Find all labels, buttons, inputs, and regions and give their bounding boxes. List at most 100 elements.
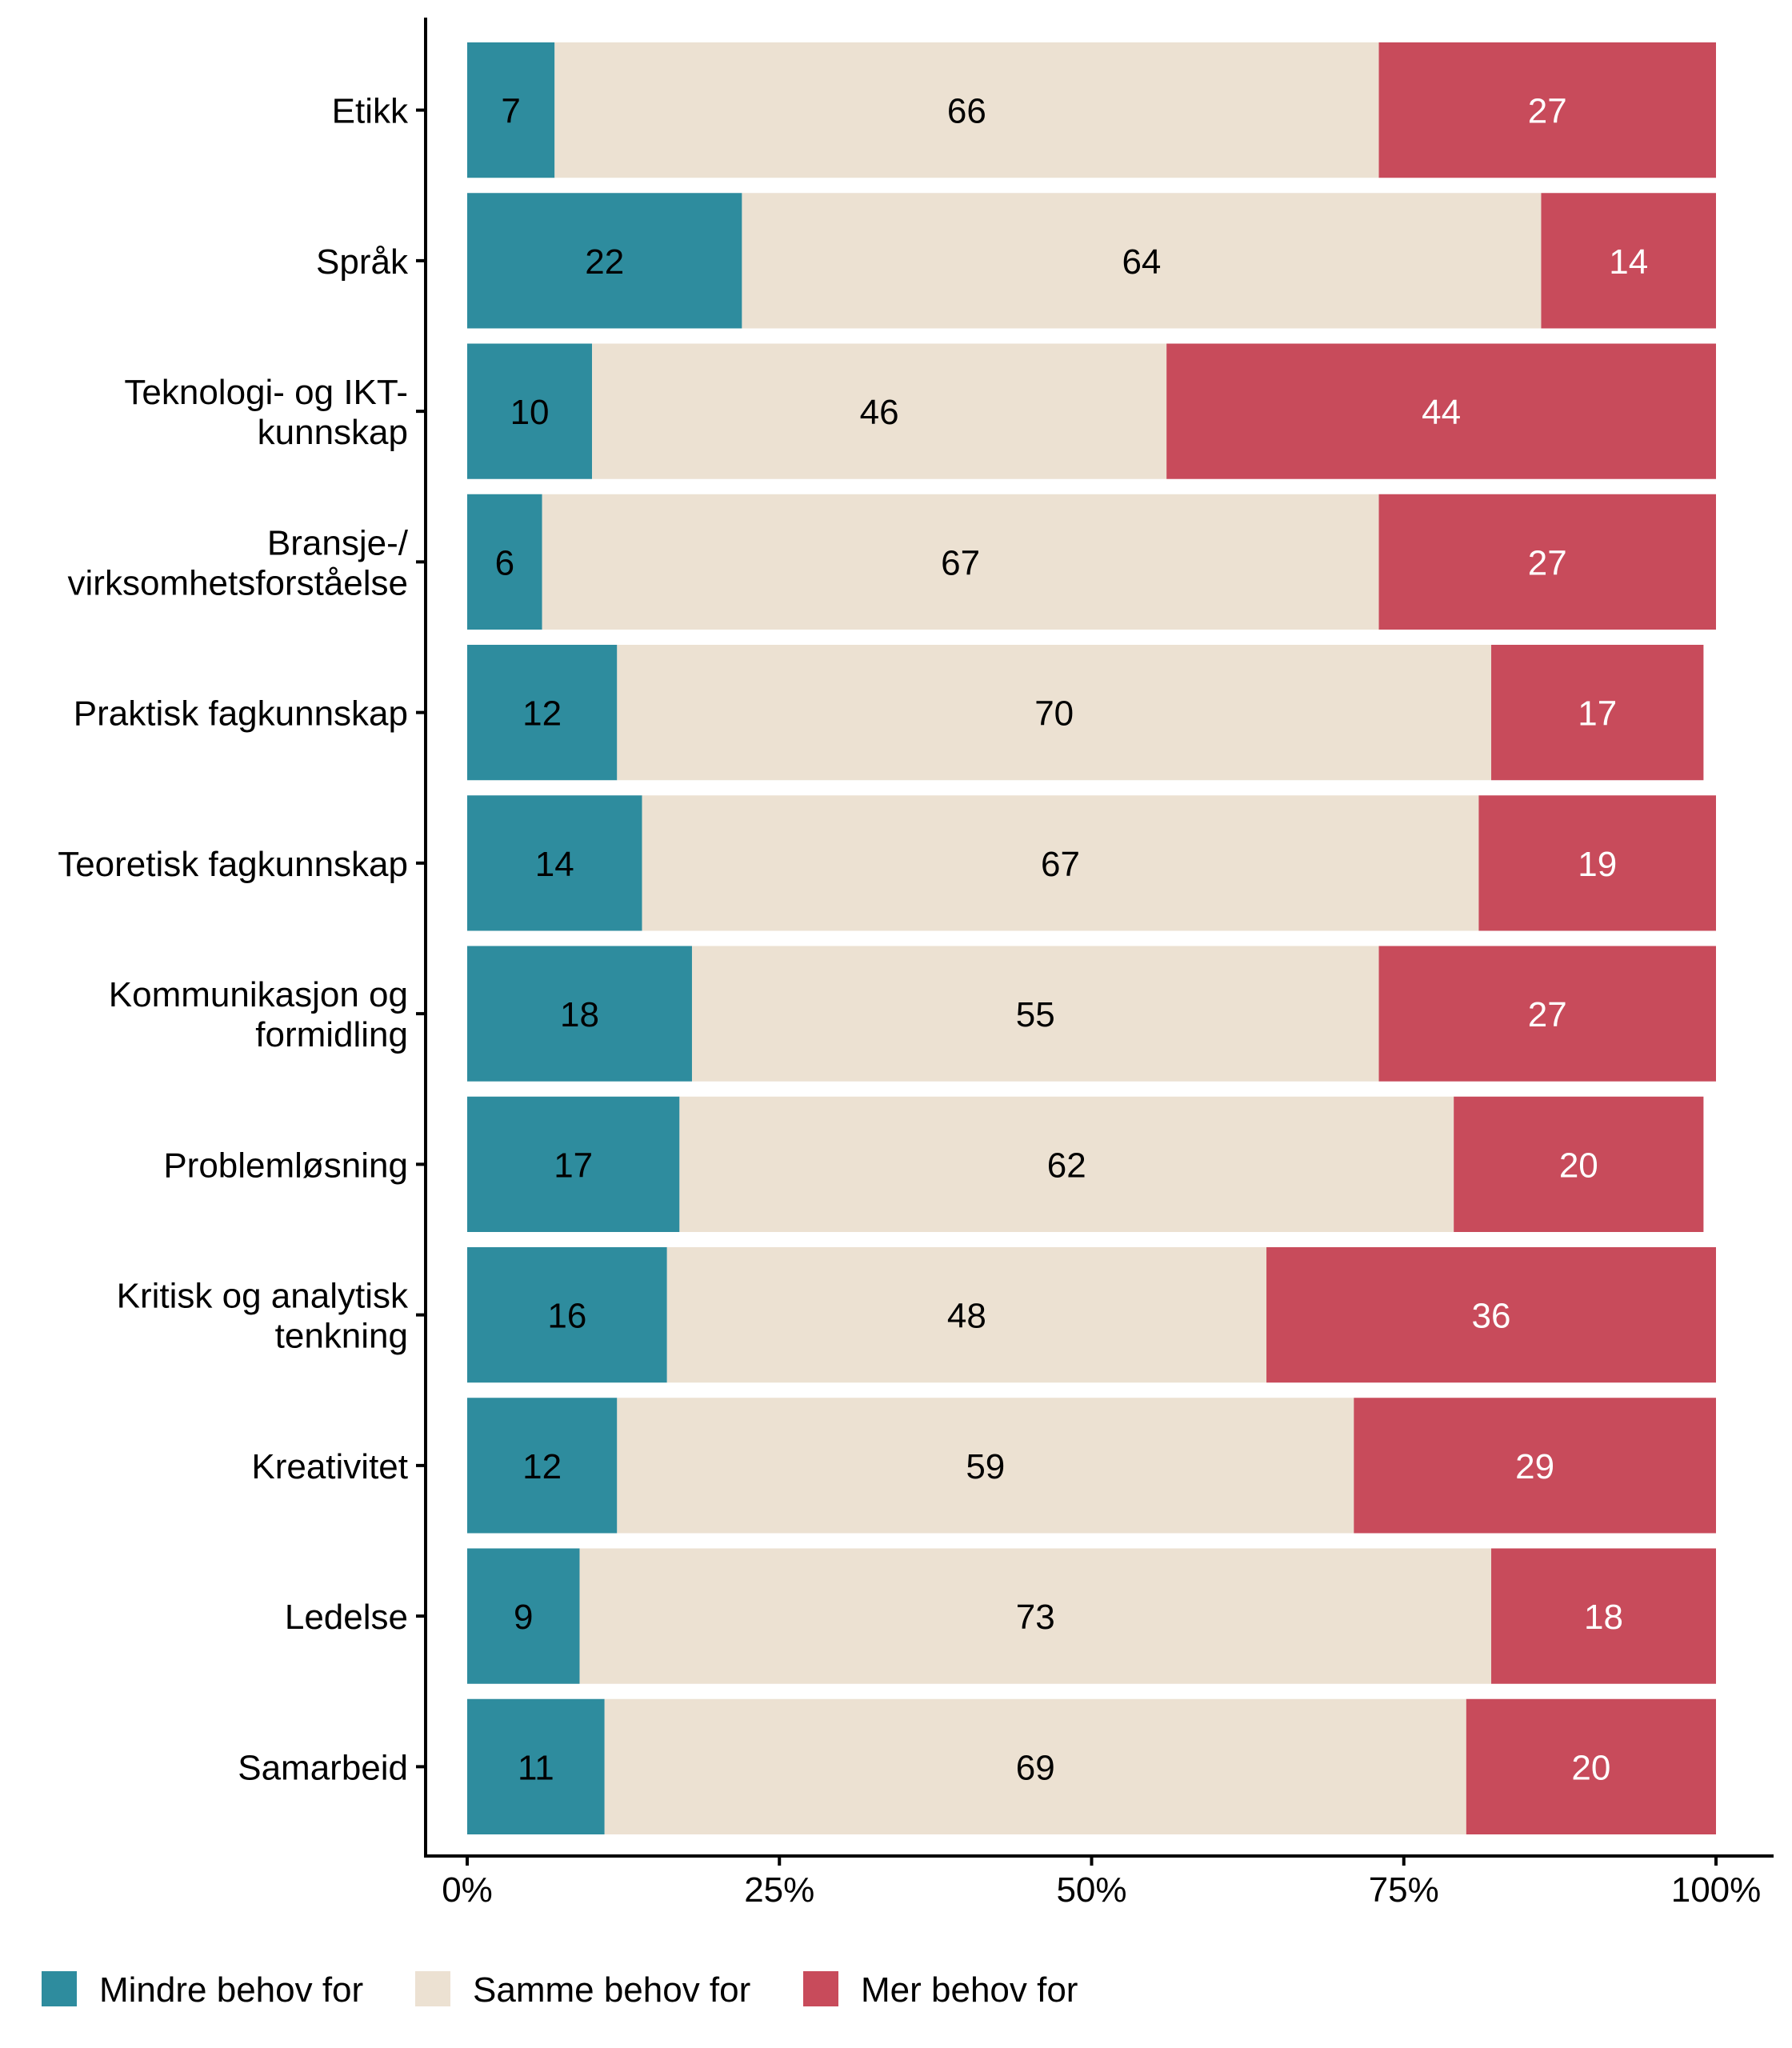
data-label: 64: [1122, 242, 1161, 282]
bar-segment-3-row-9: [1266, 1247, 1716, 1383]
category-label: virksomhetsforståelse: [68, 563, 408, 602]
data-label: 14: [535, 845, 574, 884]
bar-segment-1-row-9: [467, 1247, 667, 1383]
category-label: Problemløsning: [163, 1146, 408, 1185]
data-label: 10: [510, 393, 550, 432]
legend-swatch: [803, 1971, 838, 2006]
bar-segment-3-row-10: [1354, 1398, 1716, 1534]
category-label: kunnskap: [258, 413, 408, 452]
bar-segment-1-row-6: [467, 795, 642, 931]
legend: Mindre behov for Samme behov for Mer behov…: [42, 1970, 1078, 2010]
bar-segment-1-row-12: [467, 1698, 605, 1834]
bar-segment-2-row-10: [617, 1398, 1354, 1534]
data-label: 17: [1578, 694, 1617, 734]
data-label: 20: [1559, 1146, 1598, 1185]
category-label: Kreativitet: [251, 1447, 408, 1486]
bar-segment-1-row-11: [467, 1548, 580, 1684]
legend-label: Mer behov for: [861, 1970, 1078, 2010]
data-label: 66: [947, 92, 986, 131]
legend-swatch: [415, 1971, 450, 2006]
category-label: tenkning: [275, 1317, 408, 1356]
data-label: 6: [495, 543, 514, 582]
bar-segment-1-row-5: [467, 645, 618, 781]
category-label: Teoretisk fagkunnskap: [58, 845, 408, 884]
data-label: 18: [560, 995, 599, 1034]
data-label: 17: [554, 1146, 593, 1185]
x-tick-label: 100%: [1671, 1870, 1762, 1910]
data-label: 48: [947, 1297, 986, 1336]
data-label: 46: [860, 393, 899, 432]
data-label: 18: [1584, 1598, 1623, 1637]
bar-segment-3-row-2: [1541, 193, 1716, 329]
bar-segment-3-row-11: [1491, 1548, 1716, 1684]
bar-segment-2-row-5: [617, 645, 1492, 781]
data-label: 16: [547, 1297, 586, 1336]
data-label: 69: [1016, 1748, 1055, 1787]
category-label: Etikk: [332, 92, 409, 131]
bar-segment-2-row-4: [542, 494, 1379, 630]
legend-swatch: [42, 1971, 77, 2006]
data-label: 67: [1041, 845, 1080, 884]
category-label: Samarbeid: [238, 1748, 408, 1787]
y-axis-labels: Etikk Språk Teknologi- og IKT-kunnskap Bran…: [58, 92, 426, 1787]
data-label: 9: [514, 1598, 533, 1637]
data-label: 73: [1016, 1598, 1055, 1637]
bar-segment-2-row-11: [579, 1548, 1492, 1684]
data-label: 27: [1528, 995, 1567, 1034]
bar-segment-1-row-7: [467, 946, 692, 1082]
x-tick-label: 25%: [744, 1870, 814, 1910]
bar-segment-2-row-7: [691, 946, 1379, 1082]
data-label: 70: [1034, 694, 1074, 734]
data-label: 67: [941, 543, 980, 582]
bar-segment-3-row-12: [1466, 1698, 1716, 1834]
bar-segment-3-row-8: [1454, 1096, 1704, 1232]
bar-segment-3-row-1: [1378, 42, 1716, 178]
data-label: 14: [1609, 242, 1648, 282]
bar-segment-3-row-7: [1378, 946, 1716, 1082]
category-label: Ledelse: [285, 1598, 408, 1637]
x-tick-label: 50%: [1056, 1870, 1126, 1910]
data-label: 36: [1472, 1297, 1511, 1336]
data-label: 12: [522, 694, 562, 734]
category-label: Kritisk og analytisk: [117, 1277, 409, 1316]
x-tick-label: 75%: [1369, 1870, 1439, 1910]
bar-segment-1-row-3: [467, 343, 593, 479]
category-label: Praktisk fagkunnskap: [74, 694, 408, 734]
data-label: 27: [1528, 543, 1567, 582]
bar-segment-1-row-1: [467, 42, 555, 178]
data-label: 44: [1422, 393, 1461, 432]
data-label: 62: [1047, 1146, 1086, 1185]
bar-segment-2-row-12: [604, 1698, 1466, 1834]
data-label: 59: [966, 1447, 1005, 1486]
bar-segment-2-row-9: [666, 1247, 1267, 1383]
axes: [424, 18, 1774, 1858]
bars-layer: 7 66 27 22 64 14 10 46 44 6 67 27 12 70 17 14 67 19 18 55 27…: [467, 42, 1716, 1834]
legend-label: Samme behov for: [473, 1970, 750, 2010]
data-label: 27: [1528, 92, 1567, 131]
category-label: Teknologi- og IKT-: [124, 373, 408, 412]
category-label: Bransje-/: [267, 523, 409, 562]
x-axis-ticks: 0% 25% 50% 75% 100%: [442, 1856, 1761, 1910]
bar-segment-2-row-6: [642, 795, 1479, 931]
bar-segment-3-row-5: [1491, 645, 1704, 781]
data-label: 29: [1515, 1447, 1554, 1486]
bar-segment-2-row-3: [592, 343, 1167, 479]
data-label: 55: [1016, 995, 1055, 1034]
bar-segment-1-row-10: [467, 1398, 618, 1534]
data-label: 12: [522, 1447, 562, 1486]
bar-segment-2-row-2: [742, 193, 1542, 329]
bar-segment-3-row-4: [1378, 494, 1716, 630]
category-label: Språk: [316, 242, 409, 282]
data-label: 22: [585, 242, 624, 282]
data-label: 7: [501, 92, 520, 131]
bar-segment-3-row-6: [1478, 795, 1716, 931]
category-label: Kommunikasjon og: [109, 975, 408, 1014]
legend-label: Mindre behov for: [99, 1970, 363, 2010]
x-tick-label: 0%: [442, 1870, 493, 1910]
bar-segment-1-row-4: [467, 494, 542, 630]
bar-segment-1-row-8: [467, 1096, 680, 1232]
bar-segment-2-row-8: [679, 1096, 1454, 1232]
data-label: 11: [518, 1748, 554, 1787]
category-label: formidling: [255, 1015, 408, 1054]
